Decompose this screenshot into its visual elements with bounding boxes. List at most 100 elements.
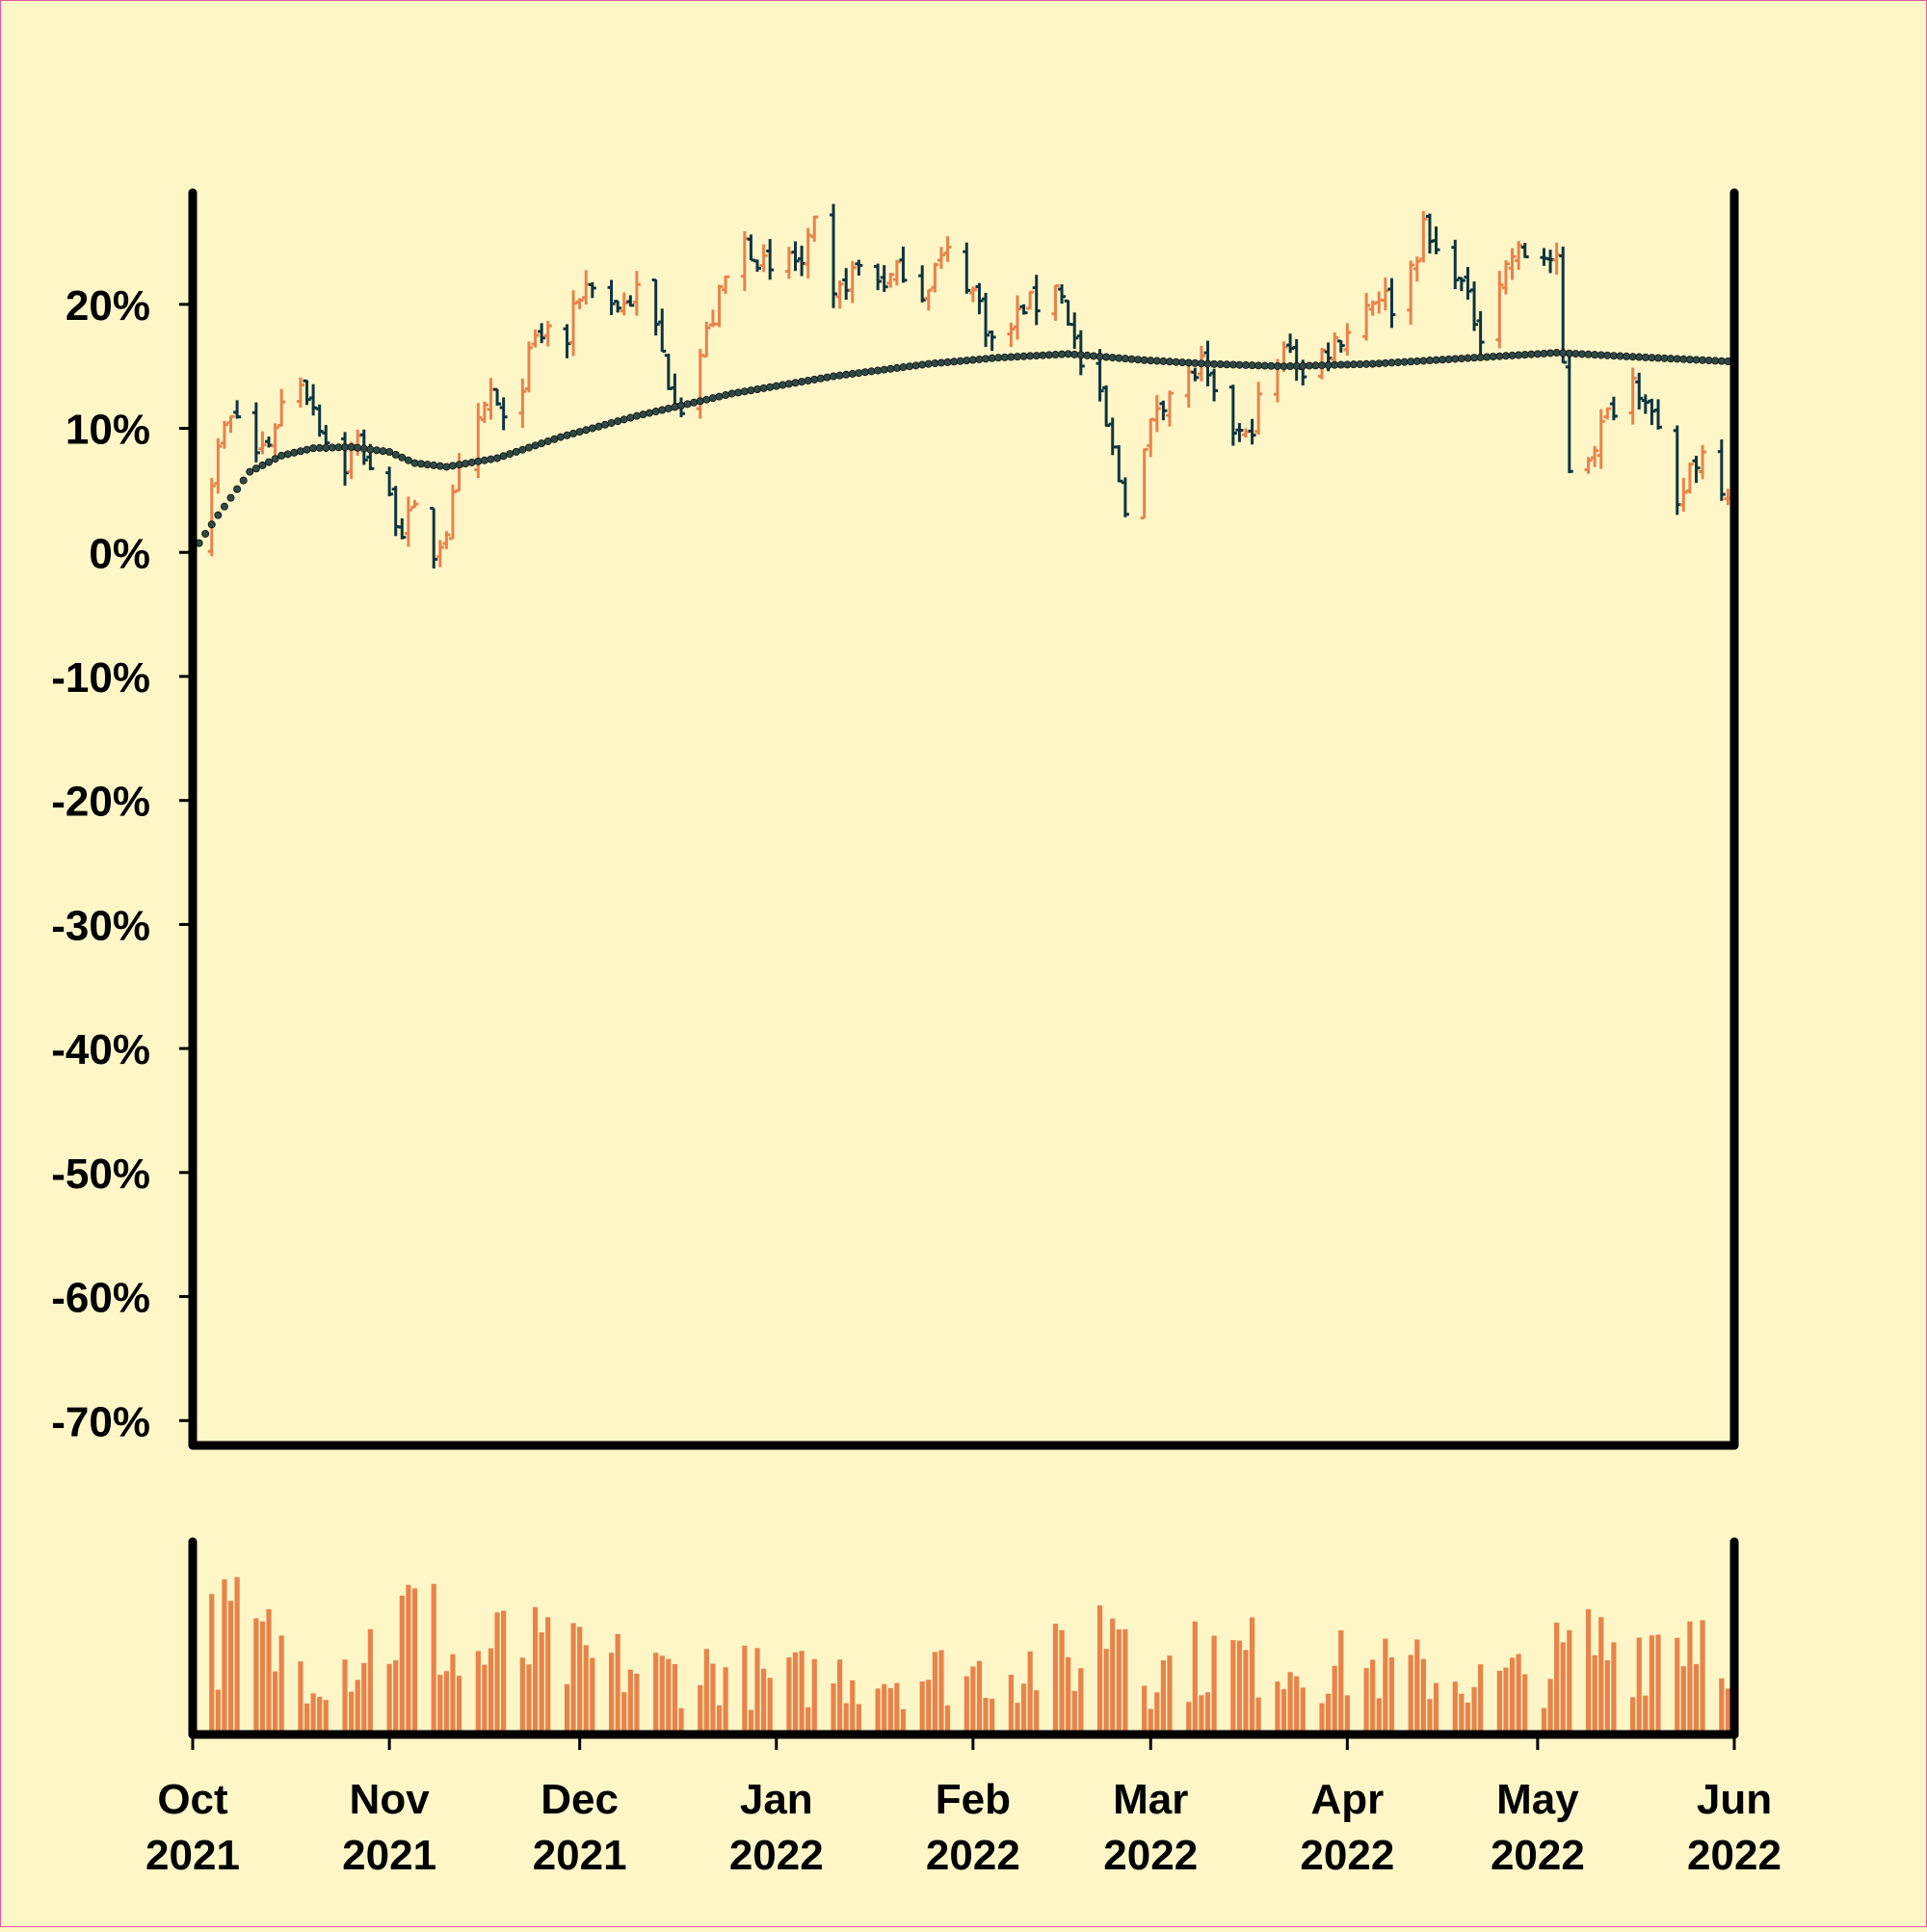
moving-average-point	[1464, 354, 1472, 362]
volume-bar	[1338, 1629, 1344, 1734]
volume-bar	[659, 1655, 665, 1734]
moving-average-point	[956, 357, 964, 365]
ohlc-bar	[442, 531, 451, 549]
ohlc-bar	[632, 271, 641, 316]
moving-average-point	[290, 448, 299, 457]
volume-bar	[1071, 1690, 1077, 1734]
moving-average-point	[1134, 356, 1143, 364]
moving-average-point	[1692, 356, 1701, 364]
volume-bar	[1420, 1658, 1426, 1734]
moving-average-point	[766, 383, 775, 391]
moving-average-point	[1597, 351, 1605, 359]
volume-bar	[1160, 1660, 1167, 1734]
ohlc-bar	[1470, 281, 1479, 331]
moving-average-point	[1223, 360, 1231, 369]
volume-bar	[887, 1687, 893, 1734]
volume-bar	[1655, 1634, 1661, 1734]
ohlc-bar	[1051, 283, 1060, 321]
ohlc-bar	[207, 478, 216, 557]
ohlc-bar	[1692, 456, 1701, 484]
ohlc-bar	[1026, 290, 1035, 310]
ohlc-bar	[1591, 445, 1599, 467]
ohlc-bar	[493, 387, 502, 406]
moving-average-point	[740, 387, 749, 396]
volume-bar	[1700, 1620, 1705, 1734]
moving-average-point	[867, 367, 876, 376]
moving-average-point	[1070, 350, 1079, 358]
moving-average-point	[309, 444, 318, 453]
moving-average-point	[937, 358, 945, 367]
volume-bar	[856, 1704, 861, 1734]
volume-bar	[1675, 1637, 1680, 1734]
moving-average-point	[239, 476, 248, 485]
volume-bar	[900, 1708, 907, 1734]
volume-bar	[304, 1703, 310, 1734]
ohlc-bar	[1152, 394, 1161, 433]
moving-average-point	[328, 443, 336, 452]
moving-average-point	[874, 366, 883, 375]
moving-average-point	[410, 459, 419, 467]
moving-average-point	[1552, 349, 1561, 357]
moving-average-point	[341, 443, 350, 452]
volume-bar	[1319, 1703, 1325, 1734]
ohlc-bar	[499, 397, 508, 431]
ohlc-bar	[588, 281, 596, 299]
volume-bar	[938, 1650, 944, 1734]
y-tick-label: -50%	[51, 1151, 150, 1198]
volume-bar	[443, 1671, 449, 1734]
moving-average-point	[385, 448, 394, 457]
volume-bar	[1383, 1638, 1388, 1734]
moving-average-point	[683, 400, 692, 409]
ohlc-bar	[1584, 457, 1593, 474]
volume-bar	[843, 1703, 849, 1734]
moving-average-point	[931, 359, 939, 368]
moving-average-point	[359, 444, 368, 453]
ohlc-bar	[303, 379, 311, 406]
moving-average-point	[1653, 354, 1662, 362]
volume-bar	[970, 1666, 976, 1734]
moving-average-point	[1242, 360, 1251, 369]
moving-average-point	[506, 450, 515, 459]
volume-bar	[1192, 1621, 1198, 1734]
volume-bar	[1078, 1668, 1084, 1734]
moving-average-point	[462, 460, 470, 468]
moving-average-point	[1623, 352, 1631, 360]
ohlc-bar	[251, 402, 260, 463]
moving-average-point	[1159, 357, 1168, 365]
volume-bar	[1433, 1682, 1439, 1734]
volume-bar	[672, 1663, 678, 1734]
moving-average-point	[436, 462, 444, 470]
moving-average-point	[277, 451, 286, 460]
moving-average-point	[1711, 357, 1720, 365]
moving-average-point	[430, 461, 438, 469]
volume-bar	[583, 1645, 589, 1734]
volume-bar	[577, 1627, 583, 1734]
volume-bar	[615, 1633, 620, 1734]
moving-average-point	[924, 359, 933, 368]
moving-average-point	[531, 441, 540, 450]
ohlc-bar	[924, 288, 933, 311]
volume-bar	[1015, 1703, 1020, 1734]
volume-bar	[1344, 1695, 1350, 1734]
moving-average-point	[1679, 355, 1688, 363]
moving-average-point	[315, 443, 324, 452]
moving-average-point	[1267, 361, 1276, 370]
moving-average-point	[1603, 351, 1612, 359]
volume-bar	[919, 1681, 925, 1734]
ohlc-bar	[1254, 382, 1263, 436]
volume-bar	[1280, 1688, 1287, 1734]
volume-bar	[1059, 1629, 1065, 1734]
volume-bar	[1096, 1605, 1103, 1734]
volume-bar	[703, 1649, 709, 1734]
ohlc-bar	[410, 499, 419, 509]
volume-bar	[1066, 1656, 1071, 1734]
moving-average-point	[1140, 356, 1148, 364]
volume-bar	[367, 1628, 373, 1734]
volume-bar	[1414, 1639, 1420, 1734]
ohlc-bar	[620, 292, 628, 316]
ohlc-bar	[1362, 293, 1371, 341]
moving-average-point	[226, 493, 235, 502]
ohlc-bar	[430, 506, 438, 569]
moving-average-point	[753, 385, 762, 394]
moving-average-point	[1635, 353, 1644, 361]
